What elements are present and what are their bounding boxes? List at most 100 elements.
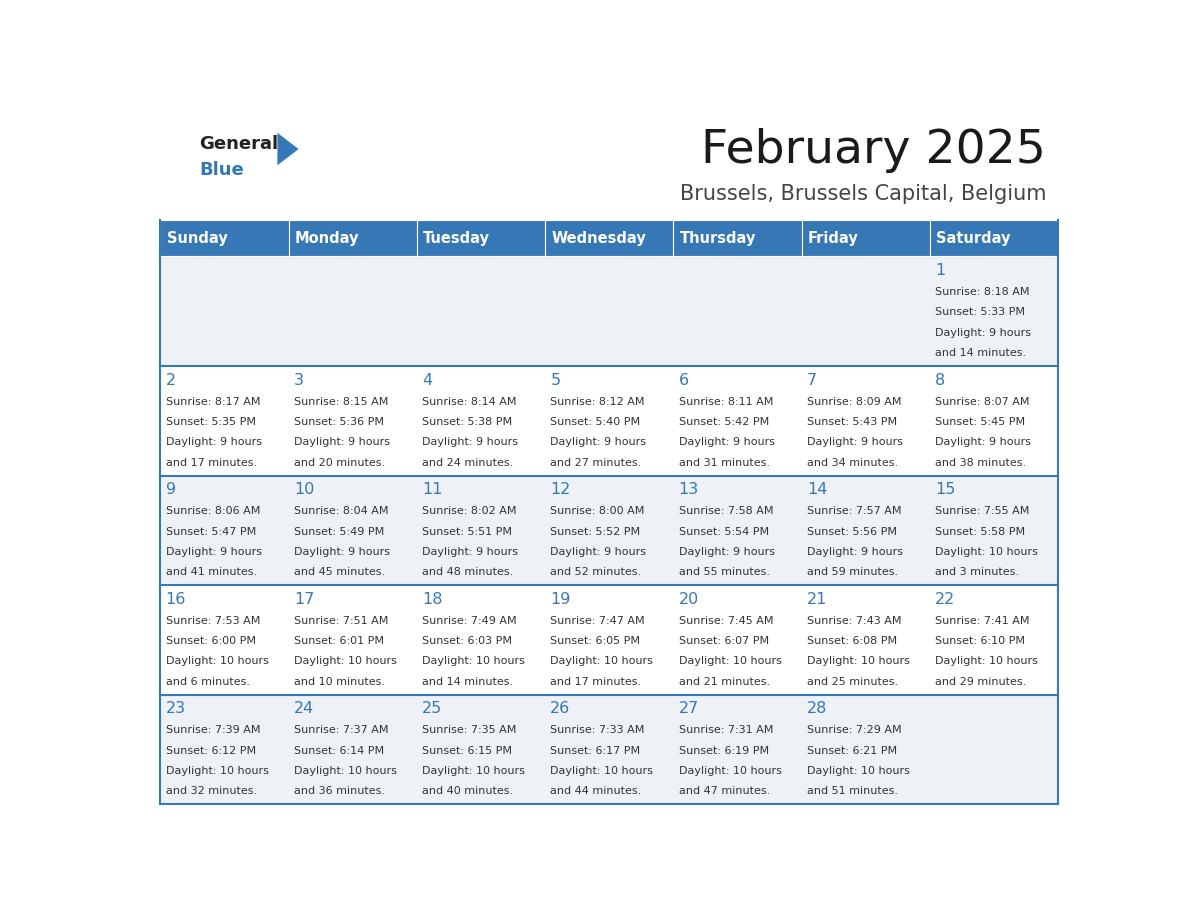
Text: Sunday: Sunday	[166, 230, 228, 246]
Text: Sunrise: 7:47 AM: Sunrise: 7:47 AM	[550, 616, 645, 626]
Text: 17: 17	[293, 592, 314, 607]
Text: Daylight: 10 hours: Daylight: 10 hours	[935, 547, 1038, 557]
Text: and 44 minutes.: and 44 minutes.	[550, 786, 642, 796]
Text: Daylight: 10 hours: Daylight: 10 hours	[550, 766, 653, 776]
Text: Sunset: 5:56 PM: Sunset: 5:56 PM	[807, 527, 897, 536]
Text: Sunrise: 8:17 AM: Sunrise: 8:17 AM	[165, 397, 260, 407]
Text: Sunset: 5:38 PM: Sunset: 5:38 PM	[422, 417, 512, 427]
Text: Sunset: 5:45 PM: Sunset: 5:45 PM	[935, 417, 1025, 427]
Text: Wednesday: Wednesday	[551, 230, 646, 246]
Text: 27: 27	[678, 701, 699, 716]
Text: Sunrise: 7:41 AM: Sunrise: 7:41 AM	[935, 616, 1030, 626]
Text: Daylight: 9 hours: Daylight: 9 hours	[165, 437, 261, 447]
Text: and 36 minutes.: and 36 minutes.	[293, 786, 385, 796]
Text: 24: 24	[293, 701, 314, 716]
FancyBboxPatch shape	[417, 219, 545, 256]
Text: Sunrise: 8:07 AM: Sunrise: 8:07 AM	[935, 397, 1030, 407]
Text: Daylight: 10 hours: Daylight: 10 hours	[678, 766, 782, 776]
Text: Sunset: 6:15 PM: Sunset: 6:15 PM	[422, 745, 512, 756]
Text: Daylight: 9 hours: Daylight: 9 hours	[550, 437, 646, 447]
Text: Sunrise: 7:31 AM: Sunrise: 7:31 AM	[678, 725, 773, 735]
Text: Sunrise: 8:00 AM: Sunrise: 8:00 AM	[550, 507, 645, 516]
Text: 26: 26	[550, 701, 570, 716]
Text: Sunset: 6:12 PM: Sunset: 6:12 PM	[165, 745, 255, 756]
Text: Sunset: 6:17 PM: Sunset: 6:17 PM	[550, 745, 640, 756]
Text: Daylight: 9 hours: Daylight: 9 hours	[422, 437, 518, 447]
Text: Daylight: 9 hours: Daylight: 9 hours	[165, 547, 261, 557]
FancyBboxPatch shape	[674, 219, 802, 256]
Text: and 27 minutes.: and 27 minutes.	[550, 457, 642, 467]
Text: Sunrise: 8:11 AM: Sunrise: 8:11 AM	[678, 397, 773, 407]
Text: Thursday: Thursday	[680, 230, 757, 246]
Text: Daylight: 9 hours: Daylight: 9 hours	[935, 328, 1031, 338]
Text: 25: 25	[422, 701, 442, 716]
Text: 19: 19	[550, 592, 570, 607]
Text: and 29 minutes.: and 29 minutes.	[935, 677, 1026, 687]
FancyBboxPatch shape	[160, 585, 1059, 695]
Text: Sunset: 6:03 PM: Sunset: 6:03 PM	[422, 636, 512, 646]
Text: Daylight: 10 hours: Daylight: 10 hours	[807, 766, 910, 776]
Text: and 59 minutes.: and 59 minutes.	[807, 567, 898, 577]
FancyBboxPatch shape	[160, 476, 1059, 585]
Text: Sunset: 5:52 PM: Sunset: 5:52 PM	[550, 527, 640, 536]
Text: 18: 18	[422, 592, 443, 607]
Text: Sunrise: 7:51 AM: Sunrise: 7:51 AM	[293, 616, 388, 626]
Text: Sunrise: 8:15 AM: Sunrise: 8:15 AM	[293, 397, 388, 407]
Text: and 31 minutes.: and 31 minutes.	[678, 457, 770, 467]
Text: Sunset: 5:58 PM: Sunset: 5:58 PM	[935, 527, 1025, 536]
Text: 14: 14	[807, 482, 827, 498]
Text: 23: 23	[165, 701, 185, 716]
Text: 12: 12	[550, 482, 570, 498]
Text: Sunrise: 7:43 AM: Sunrise: 7:43 AM	[807, 616, 902, 626]
Text: Sunrise: 8:12 AM: Sunrise: 8:12 AM	[550, 397, 645, 407]
Text: 28: 28	[807, 701, 827, 716]
FancyBboxPatch shape	[289, 219, 417, 256]
Text: 5: 5	[550, 373, 561, 387]
Text: and 3 minutes.: and 3 minutes.	[935, 567, 1019, 577]
Text: Daylight: 10 hours: Daylight: 10 hours	[293, 656, 397, 666]
Text: Sunset: 5:49 PM: Sunset: 5:49 PM	[293, 527, 384, 536]
Text: Daylight: 9 hours: Daylight: 9 hours	[807, 547, 903, 557]
Text: Sunset: 5:42 PM: Sunset: 5:42 PM	[678, 417, 769, 427]
Text: and 47 minutes.: and 47 minutes.	[678, 786, 770, 796]
Text: Sunrise: 7:58 AM: Sunrise: 7:58 AM	[678, 507, 773, 516]
Text: Sunrise: 7:55 AM: Sunrise: 7:55 AM	[935, 507, 1030, 516]
Text: and 32 minutes.: and 32 minutes.	[165, 786, 257, 796]
Text: Sunrise: 8:14 AM: Sunrise: 8:14 AM	[422, 397, 517, 407]
Text: Daylight: 9 hours: Daylight: 9 hours	[935, 437, 1031, 447]
Text: Daylight: 10 hours: Daylight: 10 hours	[165, 656, 268, 666]
Text: Sunset: 5:54 PM: Sunset: 5:54 PM	[678, 527, 769, 536]
Text: Sunset: 6:19 PM: Sunset: 6:19 PM	[678, 745, 769, 756]
Text: Sunrise: 8:06 AM: Sunrise: 8:06 AM	[165, 507, 260, 516]
Text: Sunset: 6:05 PM: Sunset: 6:05 PM	[550, 636, 640, 646]
Text: Daylight: 9 hours: Daylight: 9 hours	[550, 547, 646, 557]
Text: and 20 minutes.: and 20 minutes.	[293, 457, 385, 467]
Text: Sunrise: 7:39 AM: Sunrise: 7:39 AM	[165, 725, 260, 735]
Text: and 51 minutes.: and 51 minutes.	[807, 786, 898, 796]
Text: Sunset: 5:47 PM: Sunset: 5:47 PM	[165, 527, 255, 536]
Text: Sunset: 6:14 PM: Sunset: 6:14 PM	[293, 745, 384, 756]
Text: and 14 minutes.: and 14 minutes.	[935, 348, 1026, 358]
Text: Sunrise: 7:57 AM: Sunrise: 7:57 AM	[807, 507, 902, 516]
Text: Daylight: 9 hours: Daylight: 9 hours	[807, 437, 903, 447]
Text: and 17 minutes.: and 17 minutes.	[165, 457, 257, 467]
Text: Sunrise: 8:09 AM: Sunrise: 8:09 AM	[807, 397, 902, 407]
Text: 1: 1	[935, 263, 946, 278]
Text: Sunrise: 7:35 AM: Sunrise: 7:35 AM	[422, 725, 517, 735]
Text: Monday: Monday	[295, 230, 360, 246]
Text: and 38 minutes.: and 38 minutes.	[935, 457, 1026, 467]
Text: Daylight: 10 hours: Daylight: 10 hours	[550, 656, 653, 666]
Text: Friday: Friday	[808, 230, 859, 246]
Text: Daylight: 9 hours: Daylight: 9 hours	[678, 547, 775, 557]
Text: General: General	[200, 135, 278, 153]
Text: and 14 minutes.: and 14 minutes.	[422, 677, 513, 687]
Text: Sunset: 6:08 PM: Sunset: 6:08 PM	[807, 636, 897, 646]
Polygon shape	[278, 133, 298, 165]
Text: and 40 minutes.: and 40 minutes.	[422, 786, 513, 796]
Text: 16: 16	[165, 592, 187, 607]
Text: Daylight: 9 hours: Daylight: 9 hours	[293, 437, 390, 447]
Text: Sunset: 5:35 PM: Sunset: 5:35 PM	[165, 417, 255, 427]
Text: Sunrise: 8:18 AM: Sunrise: 8:18 AM	[935, 287, 1030, 297]
Text: Sunrise: 7:33 AM: Sunrise: 7:33 AM	[550, 725, 645, 735]
Text: 20: 20	[678, 592, 699, 607]
